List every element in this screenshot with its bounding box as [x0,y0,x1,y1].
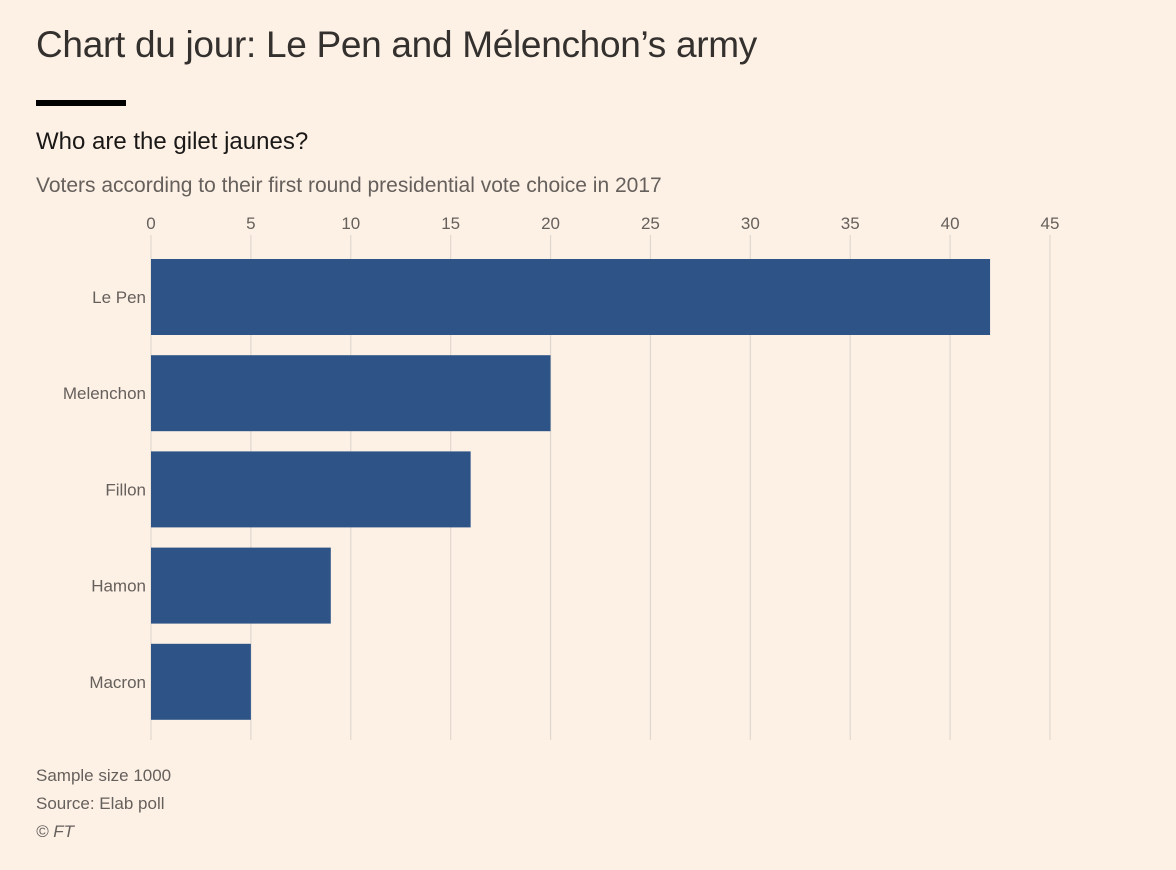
category-label: Macron [89,673,146,692]
chart-footer: Sample size 1000 Source: Elab poll © FT [36,762,171,846]
category-labels: Le Pen Melenchon Fillon Hamon Macron [63,288,146,692]
x-tick-label: 10 [341,214,360,233]
x-tick-label: 45 [1041,214,1060,233]
x-tick-label: 35 [841,214,860,233]
title-rule [36,100,126,106]
sample-size-note: Sample size 1000 [36,766,172,785]
page-title: Chart du jour: Le Pen and Mélenchon’s ar… [36,24,757,65]
chart-title: Who are the gilet jaunes? [36,128,309,155]
bars [151,259,991,720]
bar-chart: 0 5 10 15 20 25 30 35 40 45 Le Pen Melenchon Fillon… [63,214,1059,740]
bar-fillon [151,451,471,528]
bar-macron [151,643,251,720]
category-label: Fillon [105,480,146,499]
x-tick-label: 40 [941,214,960,233]
x-tick-label: 20 [541,214,560,233]
x-tick-label: 5 [246,214,255,233]
bar-hamon [151,547,331,624]
category-label: Le Pen [92,288,146,307]
x-tick-label: 15 [441,214,460,233]
bar-melenchon [151,355,551,432]
copyright-note: © FT [36,822,75,841]
x-tick-label: 30 [741,214,760,233]
bar-le-pen [151,259,991,335]
x-tick-label: 25 [641,214,660,233]
chart-subtitle: Voters according to their first round pr… [36,174,662,197]
category-label: Hamon [91,577,146,596]
x-axis-ticks: 0 5 10 15 20 25 30 35 40 45 [146,214,1059,233]
source-note: Source: Elab poll [36,794,165,813]
x-tick-label: 0 [146,214,155,233]
category-label: Melenchon [63,384,146,403]
